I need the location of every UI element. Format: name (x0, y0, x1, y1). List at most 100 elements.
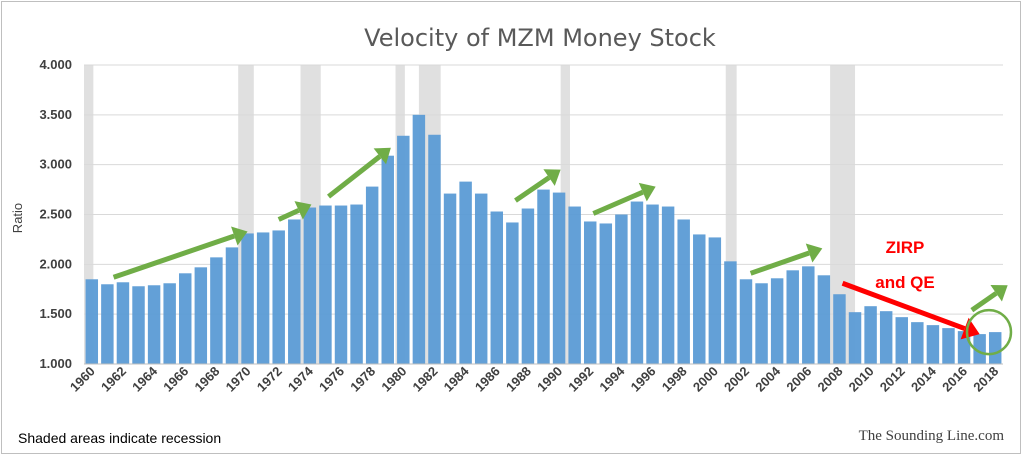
x-tick-label: 1976 (316, 364, 347, 395)
bar-1989 (537, 189, 550, 364)
bar-2013 (911, 322, 924, 364)
bar-1965 (163, 283, 176, 364)
x-tick-label: 1978 (347, 364, 378, 395)
bar-1988 (521, 208, 535, 364)
x-tick-label: 1992 (565, 364, 596, 395)
x-tick-label: 1972 (254, 364, 285, 395)
x-tick-label: 1998 (659, 364, 690, 395)
bar-2012 (895, 317, 908, 364)
bar-2010 (864, 306, 877, 364)
bar-1998 (677, 219, 690, 364)
x-tick-label: 1994 (596, 363, 628, 395)
bar-1974 (303, 207, 317, 364)
x-tick-label: 2018 (970, 364, 1001, 395)
bar-1982 (428, 134, 441, 364)
x-tick-label: 2012 (877, 364, 908, 395)
bar-2006 (802, 266, 815, 364)
bar-1991 (568, 206, 581, 364)
bar-2007 (817, 275, 831, 364)
x-tick-label: 1966 (160, 364, 191, 395)
x-tick-label: 2000 (690, 364, 721, 395)
bar-2008 (833, 294, 846, 364)
x-tick-label: 2004 (752, 363, 784, 395)
y-axis-label: Ratio (10, 203, 25, 233)
source-credit: The Sounding Line.com (859, 428, 1005, 444)
x-tick-label: 1988 (503, 364, 534, 395)
trend-arrow-3 (514, 169, 561, 203)
bar-1977 (350, 204, 363, 364)
y-tick-label: 4.000 (39, 57, 72, 72)
bar-1963 (132, 286, 145, 364)
bar-1961 (101, 284, 114, 364)
x-tick-label: 1982 (410, 364, 441, 395)
bar-2017 (973, 334, 986, 364)
bar-1966 (179, 273, 192, 364)
bar-1992 (583, 221, 597, 364)
qe-annotation: and QE (875, 273, 935, 292)
bar-1970 (241, 233, 254, 364)
bar-2000 (708, 237, 722, 364)
bars (85, 114, 1002, 364)
x-tick-label: 1980 (378, 364, 409, 395)
bar-2014 (926, 325, 940, 364)
recession-footnote: Shaded areas indicate recession (18, 430, 221, 446)
bar-1987 (506, 222, 519, 364)
x-tick-label: 1986 (472, 364, 503, 395)
bar-2015 (942, 328, 955, 364)
trend-arrow-4 (592, 182, 656, 216)
x-tick-label: 1968 (191, 364, 222, 395)
bar-1996 (646, 204, 659, 364)
bar-1980 (397, 135, 410, 364)
bar-2004 (770, 278, 784, 364)
bar-2003 (755, 283, 768, 364)
bar-1985 (474, 193, 488, 364)
x-tick-label: 1974 (285, 363, 317, 395)
bar-1967 (194, 267, 208, 364)
bar-2018 (988, 332, 1002, 364)
bar-1976 (334, 205, 348, 364)
x-tick-label: 1964 (129, 363, 161, 395)
x-tick-label: 2008 (815, 364, 846, 395)
x-tick-label: 1990 (534, 364, 565, 395)
x-tick-label: 1970 (223, 364, 254, 395)
y-tick-label: 2.000 (39, 256, 72, 271)
zirp-qe-arrow (841, 280, 980, 340)
bar-1986 (490, 211, 504, 364)
y-tick-label: 3.500 (39, 107, 72, 122)
bar-1995 (630, 201, 644, 364)
trend-arrow-1 (277, 201, 312, 222)
x-tick-label: 2006 (783, 364, 814, 395)
bar-1973 (288, 219, 301, 364)
x-tick-label: 1962 (98, 364, 129, 395)
bar-1960 (85, 279, 99, 364)
y-tick-label: 1.000 (39, 356, 72, 371)
zirp-annotation: ZIRP (886, 238, 925, 257)
bar-1997 (661, 206, 675, 364)
bar-1972 (272, 230, 285, 364)
x-tick-label: 1984 (441, 363, 473, 395)
x-tick-label: 2016 (939, 364, 970, 395)
bar-1968 (210, 257, 223, 364)
bar-1990 (552, 192, 566, 364)
x-tick-label: 2014 (908, 363, 940, 395)
y-tick-label: 1.500 (39, 306, 72, 321)
bar-1979 (381, 155, 394, 364)
chart-title: Velocity of MZM Money Stock (364, 24, 716, 52)
bar-1994 (615, 214, 628, 364)
highlight-circle (965, 308, 1013, 356)
trend-arrow-5 (749, 243, 823, 276)
bar-2002 (739, 279, 753, 364)
bar-2009 (848, 312, 862, 364)
bar-1971 (256, 232, 270, 364)
bar-1978 (365, 186, 379, 364)
x-tick-label: 1996 (628, 364, 659, 395)
bar-1964 (147, 285, 161, 364)
bar-1962 (116, 282, 130, 364)
bar-1983 (443, 193, 457, 364)
bar-1975 (319, 205, 332, 364)
bar-1984 (459, 181, 472, 364)
trend-arrow-0 (112, 226, 248, 280)
bar-1969 (225, 247, 239, 364)
